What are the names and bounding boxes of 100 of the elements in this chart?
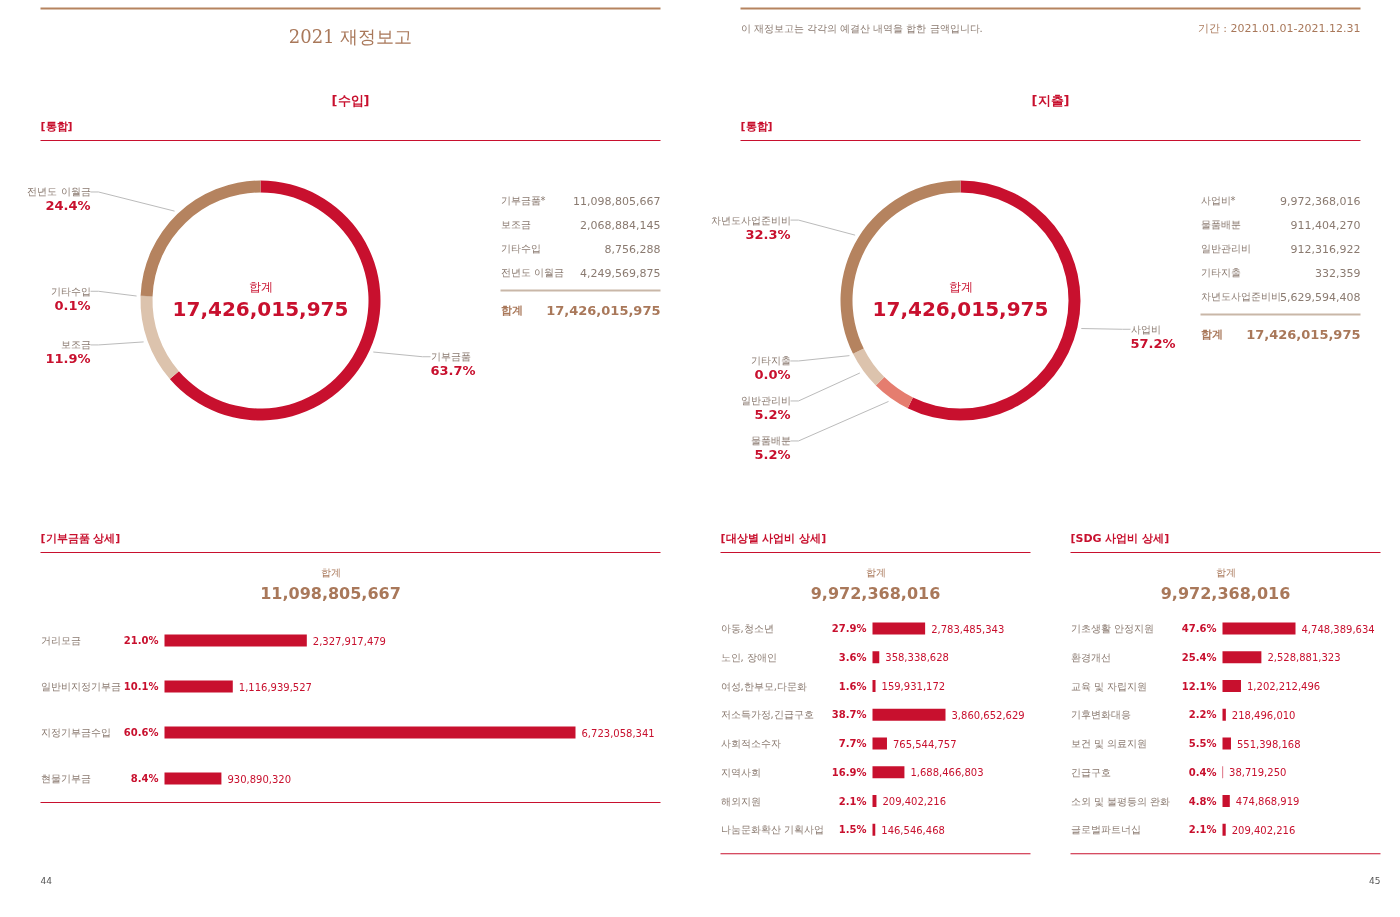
text: 5.5% (1188, 738, 1217, 749)
category-label: 지역사회 (720, 766, 761, 778)
category-label: 저소득가정,긴급구호 (720, 709, 814, 721)
text: 차년도사업준비비 (1200, 291, 1281, 302)
data-label: 2,528,881,323 (1267, 652, 1341, 664)
category-label: 지정기부금수입 (40, 727, 111, 738)
text: 12.1% (1181, 680, 1217, 692)
text: 2021 재정보고 (288, 26, 413, 47)
text: 합계 (500, 304, 523, 317)
text: 8,756,288 (604, 242, 661, 256)
data-label: 63.7% (430, 363, 476, 379)
data-label: 2,327,917,479 (312, 635, 386, 647)
text: 332,359 (1315, 266, 1361, 280)
text: 44 (40, 876, 53, 886)
category-label: 여성,한부모,다문화 (720, 680, 807, 692)
data-label: 2,783,485,343 (931, 623, 1005, 635)
data-label: 474,868,919 (1235, 796, 1300, 807)
data-label: 209,402,216 (1231, 824, 1296, 836)
slice-label: 기부금품 (430, 351, 471, 363)
data-label: 765,544,757 (892, 738, 957, 750)
bar (1222, 823, 1226, 836)
bar (164, 772, 222, 785)
bar (872, 737, 887, 750)
text: 7.7% (838, 738, 867, 749)
text: 25.4% (1181, 651, 1217, 663)
text: 합계 (948, 279, 973, 294)
category-label: 현물기부금 (40, 773, 91, 784)
category-label: 노인, 장애인 (720, 651, 777, 663)
chart-subtitle: [통합] (740, 120, 773, 133)
text: 합계 (865, 567, 886, 578)
category-label: 기타지출 (750, 355, 791, 367)
text: 일반관리비 (1200, 243, 1251, 254)
category-label: 나눔문화확산 기획사업 (720, 824, 824, 836)
chart-title: [지출] (1031, 93, 1070, 108)
data-label: 57.2% (1130, 335, 1176, 351)
text: 기타지출 (1200, 267, 1241, 278)
category-label: 교육 및 자립지원 (1070, 680, 1147, 692)
text: 17,426,015,975 (546, 303, 661, 318)
text: 47.6% (1181, 623, 1217, 634)
text: 911,404,270 (1290, 218, 1361, 232)
text: 물품배분 (1200, 219, 1241, 230)
text: 9,972,368,016 (1160, 583, 1291, 603)
text: 11,098,805,667 (260, 583, 401, 603)
data-label: 5.2% (754, 407, 791, 423)
data-label: 32.3% (745, 226, 791, 242)
data-label: 6,723,058,341 (581, 727, 655, 739)
text: [SDG 사업비 상세] (1070, 532, 1170, 545)
category-label: 보건 및 의료지원 (1070, 738, 1147, 749)
text: 8.4% (130, 773, 159, 784)
text: 0.4% (1188, 766, 1217, 778)
bar (1222, 708, 1226, 721)
text: 16.9% (831, 766, 867, 778)
slice-label: 전년도 이월금 (27, 186, 91, 198)
chart-title: [수입] (331, 93, 370, 108)
data-label: 146,546,468 (881, 824, 945, 836)
data-label: 38,719,250 (1229, 767, 1287, 779)
bar (1222, 795, 1230, 807)
category-label: 기초생활 안정지원 (1070, 623, 1154, 634)
text: 기부금품* (500, 195, 546, 206)
text: 합계 (248, 279, 273, 294)
text: 합계 (1215, 567, 1236, 578)
slice-label: 기타수입 (50, 285, 91, 297)
data-label: 1,202,212,496 (1246, 681, 1321, 692)
data-label: 11.9% (45, 351, 91, 367)
text: 38.7% (831, 709, 867, 721)
slice-label: 보조금 (60, 339, 91, 351)
bar (872, 680, 876, 692)
slice-label: 일반관리비 (740, 395, 791, 407)
text: 0.0% (754, 367, 791, 383)
text: 1.5% (838, 824, 867, 836)
bar (1222, 622, 1296, 635)
text: 912,316,922 (1290, 242, 1361, 256)
text: 27.9% (831, 623, 867, 634)
slice-label: 사업비 (1130, 323, 1161, 335)
category-label: 소외 및 불평등의 완화 (1070, 795, 1171, 807)
text: 11,098,805,667 (573, 194, 661, 208)
data-label: 24.4% (45, 198, 91, 214)
data-label: 0.1% (54, 297, 91, 313)
text: 1.6% (838, 680, 867, 692)
text: 4,249,569,875 (580, 266, 661, 280)
text: 9,972,368,016 (1280, 194, 1361, 208)
data-label: 4,748,389,634 (1301, 623, 1375, 635)
data-label: 218,496,010 (1231, 709, 1296, 721)
data-label: 930,890,320 (227, 773, 292, 785)
text: 2,068,884,145 (580, 218, 661, 232)
text: 기간 : 2021.01.01-2021.12.31 (1197, 22, 1361, 35)
text: [대상별 사업비 상세] (720, 532, 827, 545)
category-label: 사회적소수자 (720, 738, 781, 749)
data-label: 551,398,168 (1236, 738, 1301, 750)
text: 3.6% (838, 651, 867, 663)
data-label: 1,116,939,527 (238, 681, 312, 693)
text: 21.0% (123, 635, 159, 646)
text: 2.1% (838, 795, 867, 807)
text: 9,972,368,016 (810, 583, 941, 603)
category-label: 거리모금 (40, 635, 81, 646)
text: 2.2% (1188, 709, 1217, 721)
bar (164, 634, 307, 647)
bar (872, 622, 926, 635)
text: 45 (1369, 876, 1381, 886)
category-label: 글로벌파트너십 (1070, 824, 1141, 836)
